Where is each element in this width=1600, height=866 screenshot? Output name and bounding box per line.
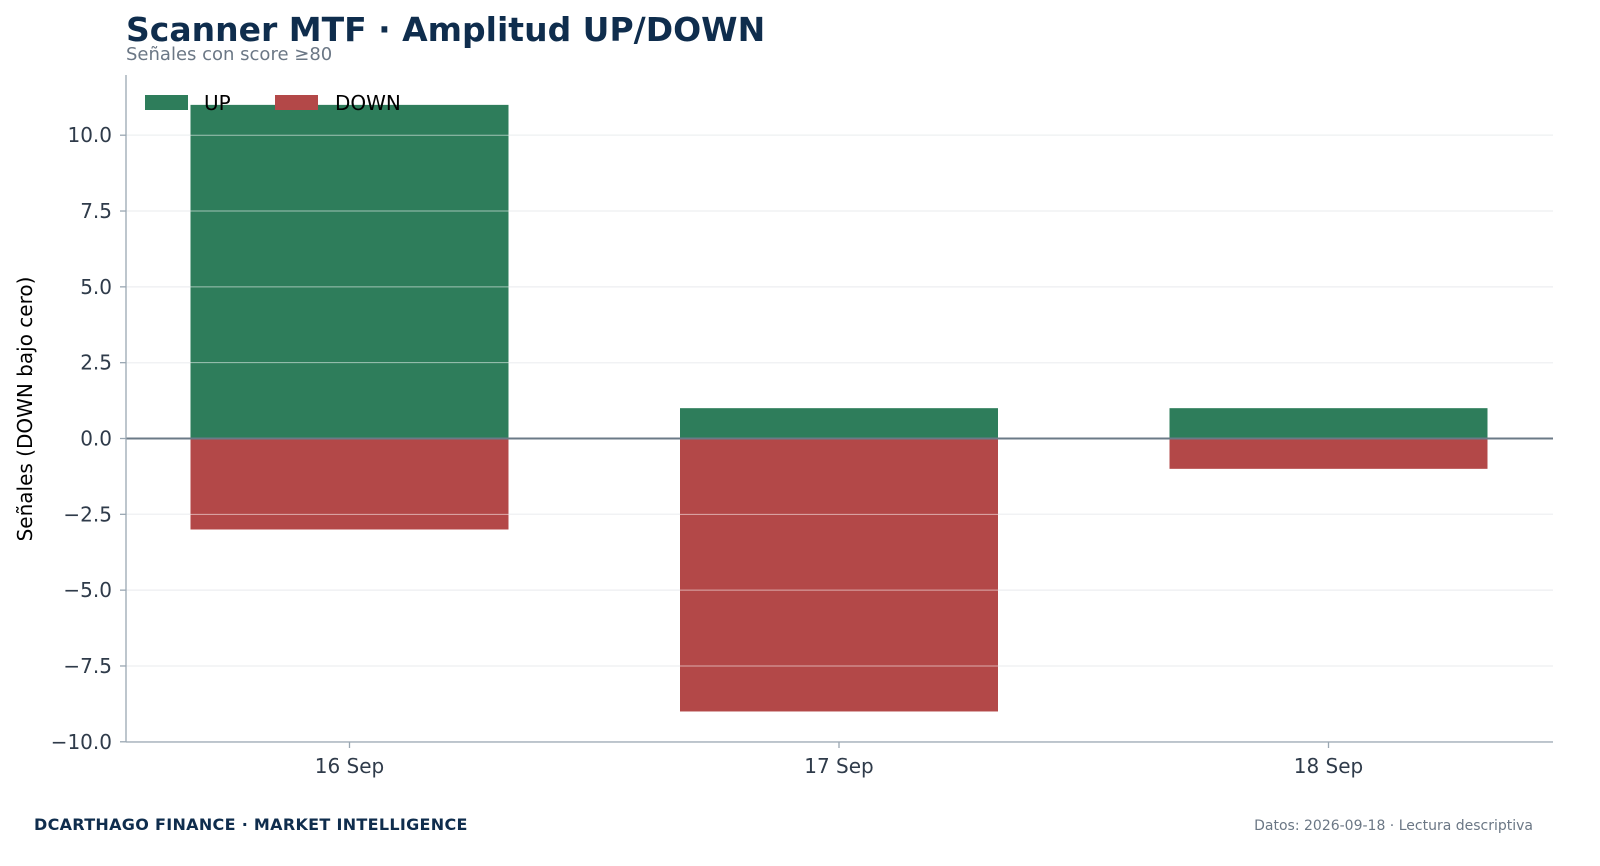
chart-subtitle: Señales con score ≥80 <box>126 44 332 65</box>
y-tick-label: −7.5 <box>63 654 112 678</box>
legend-label-down: DOWN <box>335 91 401 115</box>
legend-label-up: UP <box>204 91 231 115</box>
x-tick-label: 16 Sep <box>315 754 385 778</box>
legend: UP DOWN <box>145 91 401 115</box>
bar-up-0 <box>190 104 509 439</box>
y-tick-label: −2.5 <box>63 502 112 526</box>
x-tick-label: 18 Sep <box>1294 754 1364 778</box>
legend-swatch-up <box>145 95 188 110</box>
y-tick-label: 2.5 <box>80 351 112 375</box>
bar-up-2 <box>1169 408 1488 439</box>
y-tick-label: −10.0 <box>51 730 112 754</box>
axes <box>120 75 1553 748</box>
legend-swatch-down <box>275 95 318 110</box>
y-tick-label: 10.0 <box>67 123 112 147</box>
y-tick-label: 0.0 <box>80 427 112 451</box>
tick-labels: 10.0 7.5 5.0 2.5 0.0 −2.5 −5.0 −7.5 −10.0 16 Sep 1… <box>51 123 1364 778</box>
footer-note: Datos: 2026-09-18 · Lectura descriptiva <box>1254 818 1533 834</box>
chart-title: Scanner MTF · Amplitud UP/DOWN <box>126 10 765 49</box>
x-tick-label: 17 Sep <box>804 754 874 778</box>
bar-down-1 <box>680 438 998 712</box>
bar-down-2 <box>1169 438 1488 469</box>
y-tick-label: 5.0 <box>80 275 112 299</box>
y-tick-label: −5.0 <box>63 578 112 602</box>
bars-group <box>190 104 1488 712</box>
bar-up-1 <box>680 408 998 439</box>
bar-down-0 <box>190 438 509 530</box>
footer-brand: DCARTHAGO FINANCE · MARKET INTELLIGENCE <box>34 815 468 834</box>
y-axis-label: Señales (DOWN bajo cero) <box>13 277 37 542</box>
y-tick-label: 7.5 <box>80 199 112 223</box>
